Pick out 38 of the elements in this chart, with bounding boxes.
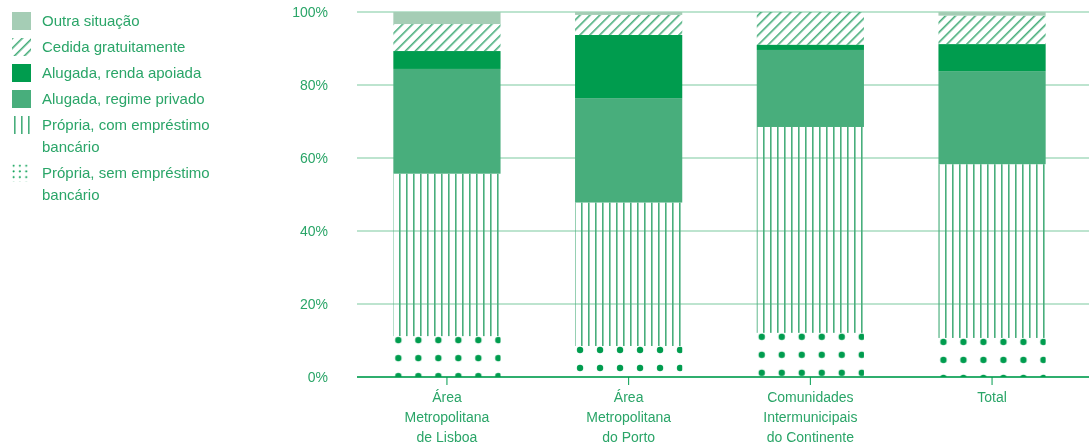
bar [575, 202, 683, 346]
legend-label: Alugada, regime privado [42, 90, 205, 107]
bar [938, 15, 1046, 45]
legend-label: Cedida gratuitamente [42, 38, 186, 55]
y-tick-label: 40% [299, 222, 328, 239]
bar [393, 12, 501, 25]
bar [393, 51, 501, 69]
bar [938, 44, 1046, 72]
y-tick-label: 100% [292, 3, 328, 20]
legend-label: Alugada, renda apoiada [42, 64, 202, 81]
bar [756, 126, 864, 333]
legend-label: Própria, sem empréstimo bancário [42, 164, 210, 203]
x-tick-label: Total [977, 389, 1007, 405]
bar [756, 44, 864, 50]
bar [393, 173, 501, 337]
bar [938, 337, 1046, 377]
bar [756, 332, 864, 377]
x-tick-label: Área Metropolitana do Porto [586, 389, 672, 445]
bar [575, 98, 683, 203]
bar [393, 336, 501, 377]
bar [938, 164, 1046, 338]
y-tick-label: 20% [299, 295, 328, 312]
bar [575, 34, 683, 99]
bar [938, 71, 1046, 165]
bar [575, 12, 683, 15]
bar [575, 14, 683, 35]
legend-label: Própria, com empréstimo bancário [42, 116, 210, 155]
bar [756, 12, 864, 45]
y-tick-label: 80% [299, 76, 328, 93]
bar [393, 24, 501, 52]
y-tick-label: 60% [299, 149, 328, 166]
x-tick-label: Comunidades Intermunicipais do Continente [763, 389, 858, 445]
bar [393, 68, 501, 174]
bar [756, 49, 864, 127]
legend-label: Outra situação [42, 12, 140, 29]
y-tick-label: 0% [307, 368, 328, 385]
x-tick-label: Área Metropolitana de Lisboa [404, 389, 490, 445]
bar [938, 12, 1046, 16]
